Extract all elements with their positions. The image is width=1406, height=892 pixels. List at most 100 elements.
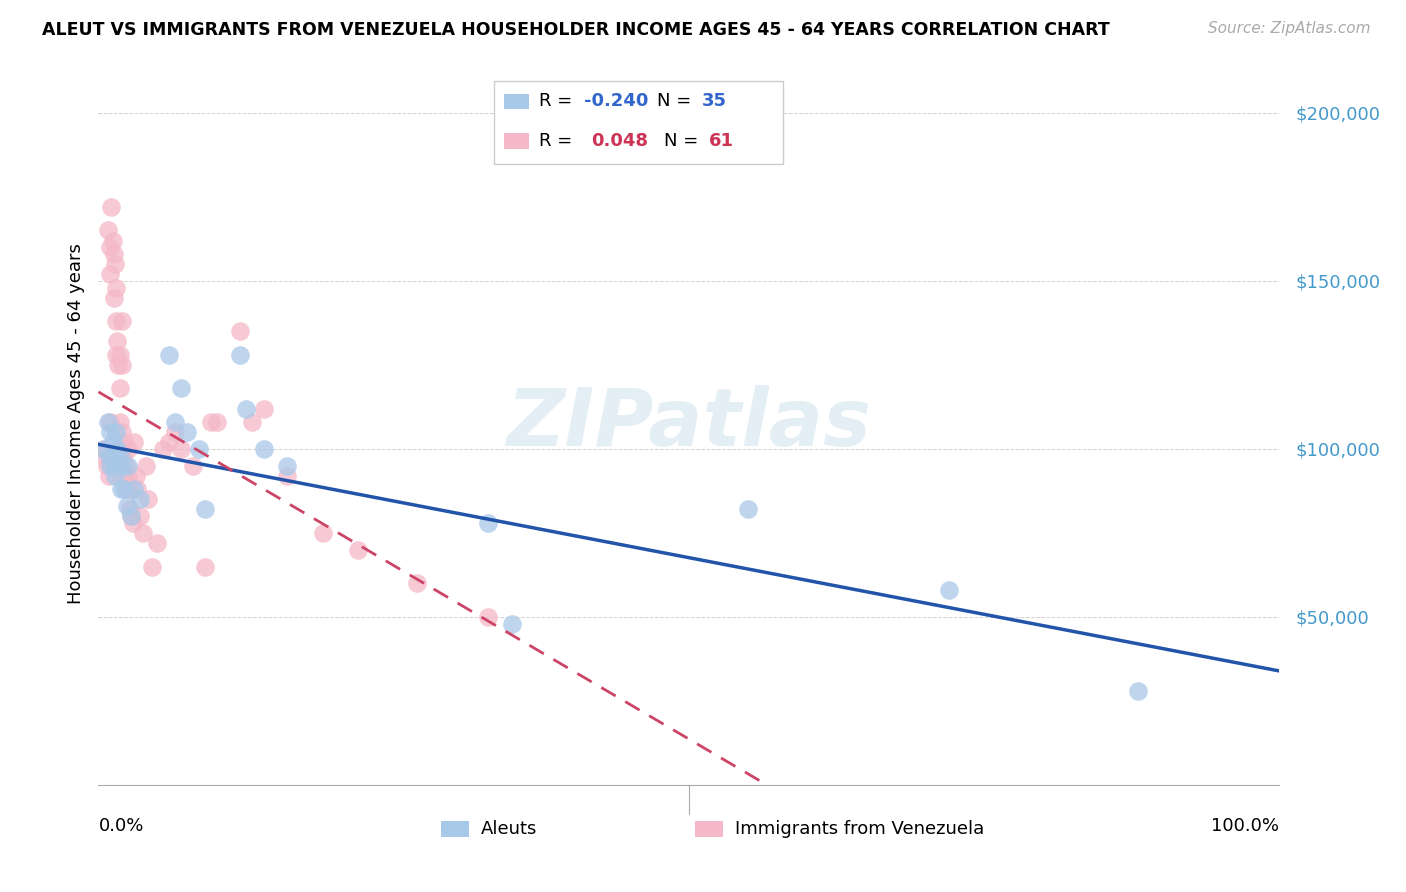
Point xyxy=(98,449,121,463)
Point xyxy=(97,415,120,429)
Point xyxy=(253,442,276,456)
Point xyxy=(146,536,169,550)
Point xyxy=(112,435,135,450)
Point xyxy=(477,610,499,624)
Bar xyxy=(695,821,723,837)
Point xyxy=(235,401,257,416)
Point xyxy=(194,502,217,516)
Point xyxy=(111,358,134,372)
Point xyxy=(347,542,370,557)
Point xyxy=(98,415,121,429)
Point xyxy=(194,559,217,574)
Point xyxy=(170,381,193,395)
Point xyxy=(132,525,155,540)
Point xyxy=(187,442,209,456)
Point xyxy=(97,223,120,237)
Point xyxy=(98,240,121,254)
Point xyxy=(108,415,131,429)
Point xyxy=(105,348,128,362)
Text: 35: 35 xyxy=(702,93,727,111)
Text: ALEUT VS IMMIGRANTS FROM VENEZUELA HOUSEHOLDER INCOME AGES 45 - 64 YEARS CORRELA: ALEUT VS IMMIGRANTS FROM VENEZUELA HOUSE… xyxy=(42,21,1109,38)
Point xyxy=(103,247,125,261)
Text: 0.0%: 0.0% xyxy=(98,817,143,836)
Point xyxy=(111,458,134,473)
Point xyxy=(94,452,117,467)
Point xyxy=(93,442,115,456)
Text: 100.0%: 100.0% xyxy=(1212,817,1279,836)
Point xyxy=(122,435,145,450)
Point xyxy=(112,468,135,483)
Point xyxy=(165,425,187,439)
Point xyxy=(205,415,228,429)
Point xyxy=(276,468,298,483)
Point xyxy=(122,482,145,496)
Text: R =: R = xyxy=(538,132,583,150)
Point xyxy=(105,280,128,294)
Point xyxy=(105,314,128,328)
Text: Aleuts: Aleuts xyxy=(481,820,537,838)
Point xyxy=(170,442,193,456)
Point xyxy=(176,425,198,439)
Point xyxy=(117,442,139,456)
Point xyxy=(101,234,124,248)
Point xyxy=(121,509,143,524)
Point xyxy=(136,492,159,507)
Point xyxy=(112,449,135,463)
Point xyxy=(98,267,121,281)
Point xyxy=(229,348,252,362)
Point xyxy=(127,482,149,496)
Point xyxy=(98,425,121,439)
Point xyxy=(477,516,499,530)
Point xyxy=(93,442,115,456)
Point xyxy=(104,257,127,271)
Point xyxy=(938,582,960,597)
Text: ZIPatlas: ZIPatlas xyxy=(506,384,872,463)
Text: N =: N = xyxy=(657,93,697,111)
Text: 61: 61 xyxy=(709,132,734,150)
Point xyxy=(181,458,204,473)
Point xyxy=(105,425,128,439)
Y-axis label: Householder Income Ages 45 - 64 years: Householder Income Ages 45 - 64 years xyxy=(66,244,84,604)
Point xyxy=(229,324,252,338)
Point xyxy=(101,435,124,450)
Point xyxy=(276,458,298,473)
Point xyxy=(406,576,429,591)
Point xyxy=(114,458,136,473)
Point xyxy=(104,468,127,483)
Point xyxy=(98,468,121,483)
Point xyxy=(112,482,135,496)
Point xyxy=(108,348,131,362)
Point xyxy=(117,458,139,473)
Point xyxy=(152,442,174,456)
Point xyxy=(110,482,132,496)
Point xyxy=(111,425,134,439)
Point xyxy=(501,616,523,631)
Point xyxy=(115,499,138,513)
Bar xyxy=(503,94,530,110)
Text: R =: R = xyxy=(538,93,578,111)
Bar xyxy=(494,80,783,163)
Point xyxy=(108,381,131,395)
Point xyxy=(110,442,132,456)
Point xyxy=(96,458,118,473)
Point xyxy=(105,442,128,456)
Point xyxy=(128,509,150,524)
Text: N =: N = xyxy=(664,132,704,150)
Bar xyxy=(441,821,470,837)
Point xyxy=(105,334,128,349)
Point xyxy=(141,559,163,574)
Point xyxy=(135,458,157,473)
Point xyxy=(128,492,150,507)
Bar xyxy=(503,133,530,149)
Point xyxy=(107,455,129,469)
Point xyxy=(165,415,187,429)
Point xyxy=(121,516,143,530)
Point xyxy=(117,468,139,483)
Point xyxy=(125,468,148,483)
Text: 0.048: 0.048 xyxy=(591,132,648,150)
Point xyxy=(100,200,122,214)
Point xyxy=(737,502,759,516)
Point xyxy=(312,525,335,540)
Text: -0.240: -0.240 xyxy=(583,93,648,111)
Point xyxy=(200,415,222,429)
